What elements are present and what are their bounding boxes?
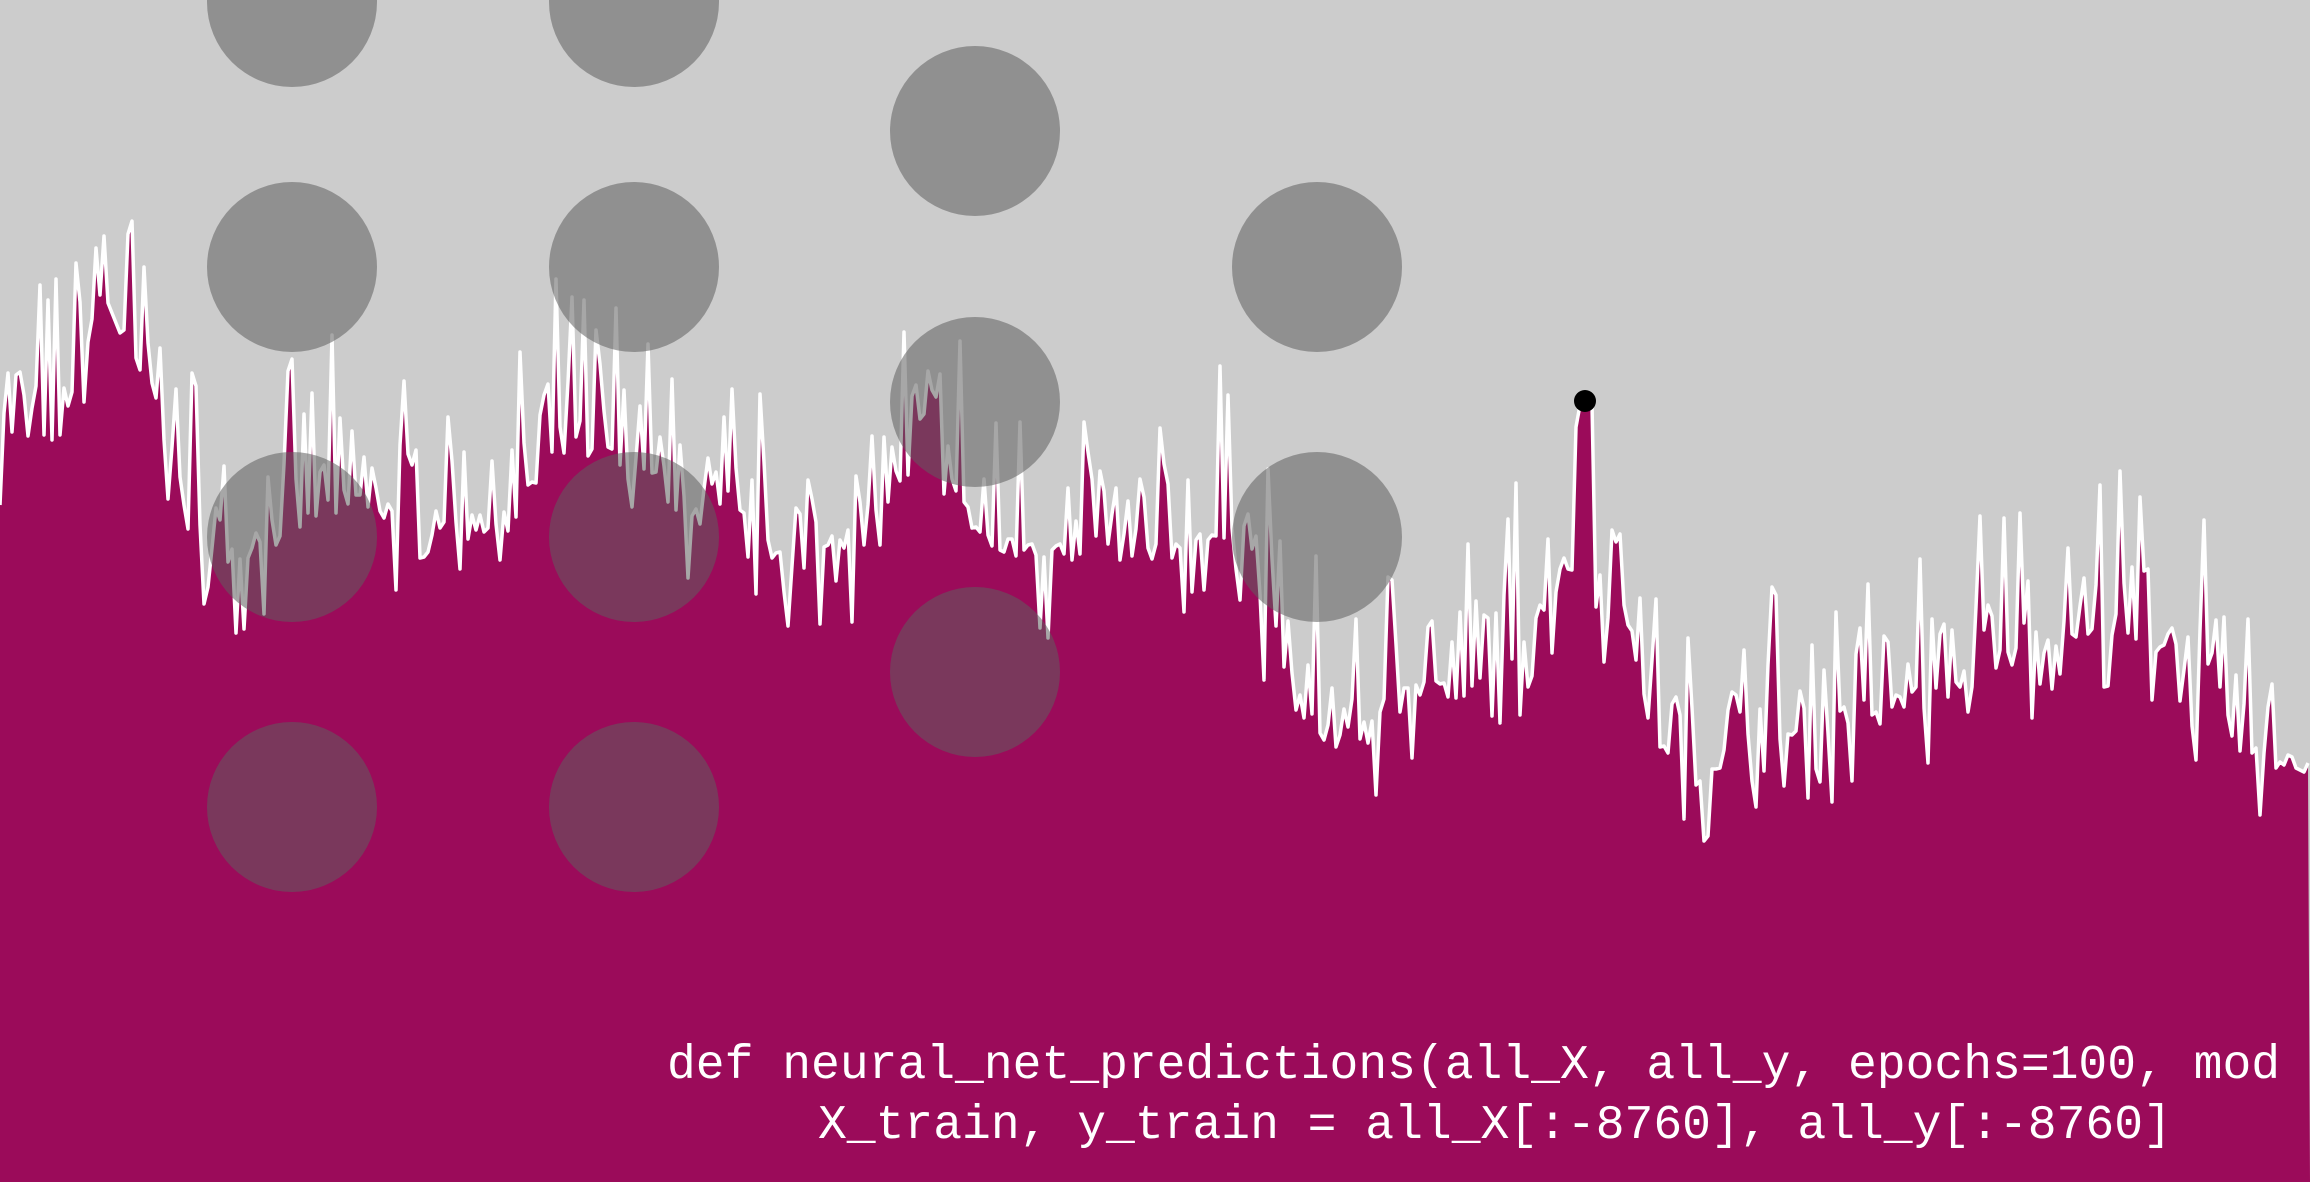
- decorative-circle: [207, 0, 377, 87]
- decorative-circle: [549, 182, 719, 352]
- decorative-circle: [207, 722, 377, 892]
- code-line-train-split: X_train, y_train = all_X[:-8760], all_y[…: [818, 1099, 2172, 1153]
- decorative-circle: [890, 317, 1060, 487]
- decorative-circle: [1232, 452, 1402, 622]
- decorative-circle: [549, 722, 719, 892]
- code-line-function-signature: def neural_net_predictions(all_X, all_y,…: [667, 1039, 2281, 1093]
- decorative-circle: [549, 452, 719, 622]
- decorative-circle: [207, 452, 377, 622]
- decorative-circle: [207, 182, 377, 352]
- decorative-circle: [549, 0, 719, 87]
- circle-grid: [207, 0, 1402, 892]
- signal-line: [0, 219, 2310, 843]
- decorative-circle: [890, 46, 1060, 216]
- peak-marker-dot: [1574, 390, 1596, 412]
- decorative-circle: [890, 587, 1060, 757]
- decorative-circle: [1232, 182, 1402, 352]
- signal-area: [0, 221, 2310, 1182]
